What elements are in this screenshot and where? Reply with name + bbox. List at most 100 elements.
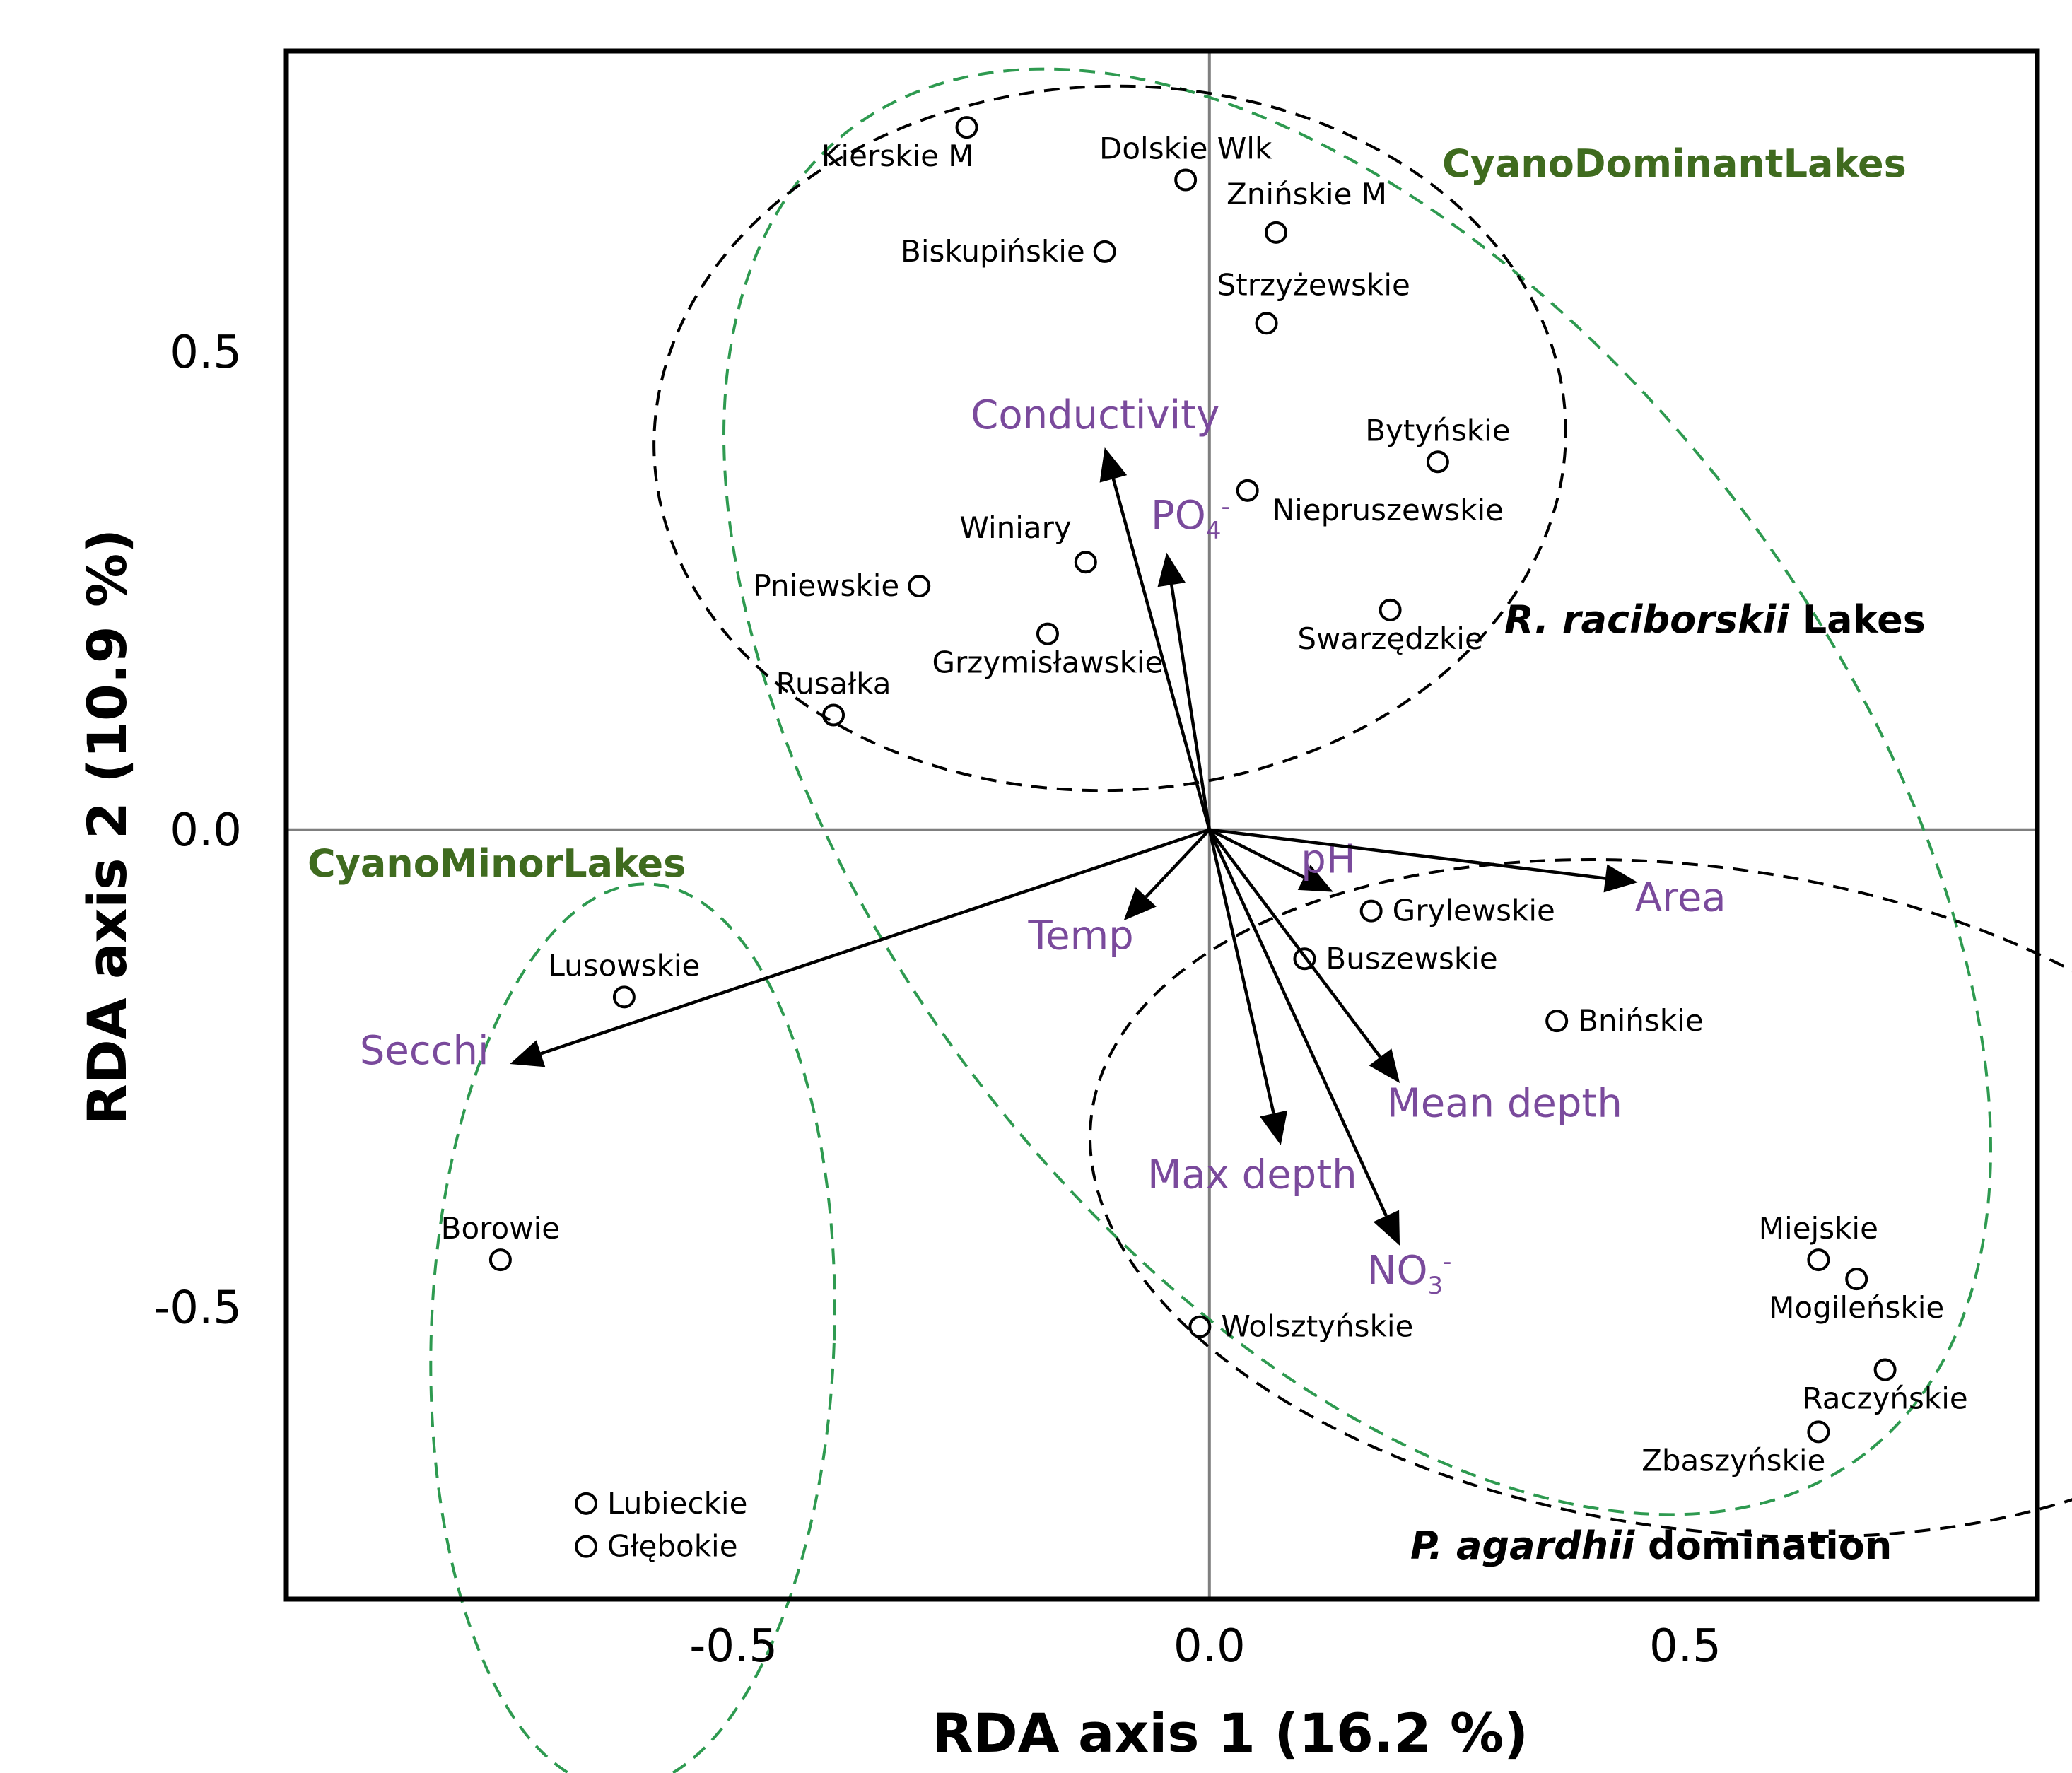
site-point [1188,1315,1212,1338]
vector-arrowhead [1157,552,1186,587]
vector-arrowhead [1603,864,1638,893]
site-point [612,985,636,1009]
vector-label-sub: 3 [1428,1272,1444,1300]
vector-label-main: Conductivity [971,392,1219,438]
site-point [575,1535,598,1558]
group-ellipses [429,67,2072,1773]
y-tick-label: 0.0 [170,804,242,857]
site-point [1873,1358,1897,1381]
vector-line [1208,828,1305,879]
site-point [1379,598,1402,621]
vector-line [540,828,1210,1055]
y-axis-title: RDA axis 2 (10.9 %) [76,529,139,1125]
site-label: Wolsztyńskie [1221,1309,1413,1344]
vector-arrowhead [1260,1110,1288,1145]
site-point [1265,221,1288,244]
site-label: Swarzędzkie [1297,621,1482,656]
site-label: Lusowskie [548,948,700,983]
vector-label-main: Secchi [360,1028,489,1074]
agardhii-ellipse [1089,858,2072,1539]
group-label-cyano-dominant: CyanoDominantLakes [1442,141,1907,186]
site-point [1036,622,1059,645]
vector-label-main: Max depth [1147,1152,1357,1198]
raciborskii-ellipse [652,84,1567,792]
site-label: Rusałka [776,667,891,701]
vector-line [1209,828,1606,880]
vector-label-sub: 4 [1206,517,1222,545]
site-point [1236,479,1259,502]
site-point [1807,1248,1830,1272]
vector-label-main: Mean depth [1386,1080,1622,1126]
cyano-dominant-ellipse [722,67,1992,1516]
site-label: Kierskie M [821,139,974,173]
group-label-raciborskii-rest: Lakes [1789,597,1926,642]
vector-arrowhead [1373,1210,1400,1246]
vector-line [1207,829,1275,1114]
site-label: Winiary [959,510,1071,545]
vector-label-sup: - [1221,493,1229,521]
site-point [575,1492,598,1515]
vector-label: Conductivity [971,392,1219,438]
site-point [955,116,978,139]
vector-line [1145,829,1211,899]
vector-label-main: PO [1151,493,1206,539]
site-point [1093,240,1116,263]
site-label: Znińskie M [1227,177,1387,211]
site-label: Bytyńskie [1365,413,1510,447]
vector-label: PO4- [1151,493,1230,545]
site-point [488,1248,512,1272]
axis-ticks: -0.5 0.0 0.5 0.5 0.0 -0.5 [153,327,1721,1673]
vector-label: Mean depth [1386,1080,1622,1126]
site-label: Miejskie [1759,1211,1878,1246]
vector-arrowhead [1297,865,1333,892]
vector-label: Secchi [360,1028,489,1074]
site-label: Niepruszewskie [1272,493,1504,527]
site-label: Buszewskie [1325,941,1497,976]
group-label-agardhii: P. agardhii domination [1410,1523,1892,1568]
vector-label: Max depth [1147,1152,1357,1198]
plot-frame [283,48,2040,1602]
vector-label-sup: - [1443,1248,1451,1276]
vector-arrowhead [1369,1048,1400,1083]
vector-arrowhead [1099,447,1128,483]
group-label-agardhii-rest: domination [1634,1523,1892,1568]
vector-arrowhead [1123,887,1157,921]
group-label-raciborskii-italic: R. raciborskii [1504,597,1790,642]
site-point [1074,551,1097,574]
site-point [1845,1268,1868,1291]
site-label: Borowie [441,1211,560,1246]
site-label: Raczyńskie [1802,1381,1967,1416]
vector-label-main: Temp [1027,913,1133,959]
site-label: Biskupińskie [901,234,1085,269]
x-tick-label: 0.5 [1649,1620,1721,1673]
site-point [1807,1420,1830,1444]
x-axis-title: RDA axis 1 (16.2 %) [932,1702,1528,1765]
site-label: Bnińskie [1578,1003,1703,1038]
cyano-minor-ellipse [429,882,836,1773]
site-label: Pniewskie [753,568,899,603]
group-label-agardhii-italic: P. agardhii [1410,1523,1636,1568]
vector-line [1207,829,1388,1217]
y-tick-label: 0.5 [170,327,242,379]
vector-arrowhead [510,1040,546,1067]
y-tick-label: -0.5 [153,1282,242,1335]
vector-label-main: NO [1367,1248,1428,1294]
site-points: Kierskie M Dolskie Wlk Znińskie M Biskupińs… [441,116,1968,1564]
site-label: Grzymisławskie [932,645,1163,680]
site-label: Grylewskie [1393,894,1555,928]
site-point [822,703,845,727]
x-tick-label: 0.0 [1173,1620,1246,1673]
vector-label-main: Area [1635,875,1726,921]
site-label: Dolskie Wlk [1099,131,1272,166]
site-label: Mogileńskie [1769,1290,1944,1325]
site-label: Strzyżewskie [1217,267,1410,302]
site-point [1255,312,1278,335]
site-point [1426,450,1449,474]
vector-line [1111,478,1211,831]
site-point [908,575,931,598]
site-point [1359,899,1383,923]
site-label: Lubieckie [607,1486,747,1521]
group-label-cyano-minor: CyanoMinorLakes [308,841,686,886]
site-label: Głębokie [607,1529,738,1564]
